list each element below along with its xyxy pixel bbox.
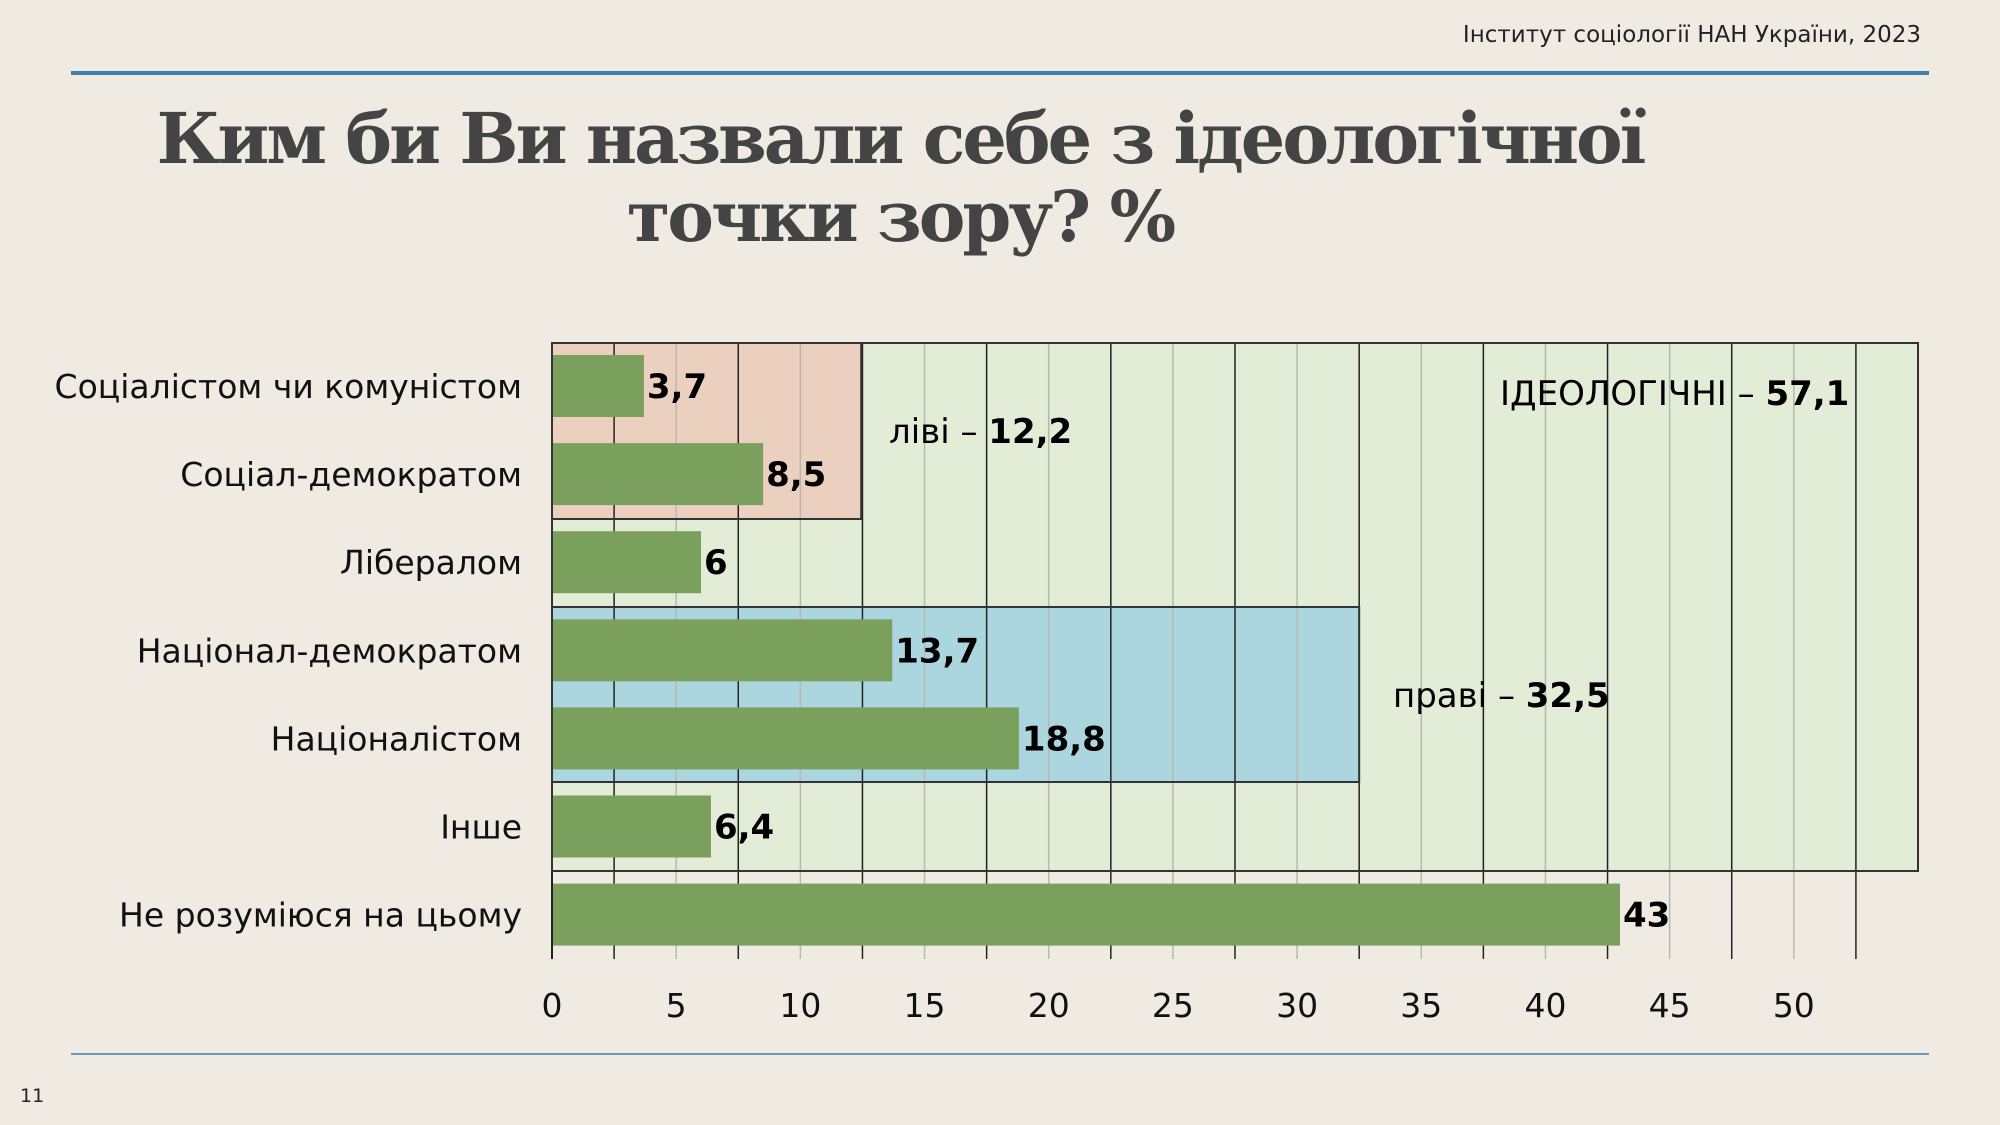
category-label: Націонал-демократом xyxy=(137,631,522,670)
title-line-2: точки зору? % xyxy=(626,175,1176,258)
x-tick-label: 5 xyxy=(666,986,687,1025)
right-annotation-value: 32,5 xyxy=(1526,676,1610,716)
x-tick-label: 30 xyxy=(1276,986,1318,1025)
x-tick-label: 10 xyxy=(779,986,821,1025)
x-tick-label: 25 xyxy=(1152,986,1194,1025)
ideological-annotation: ІДЕОЛОГІЧНІ – 57,1 xyxy=(1500,374,1849,414)
left-annotation: ліві – 12,2 xyxy=(889,412,1072,452)
value-label: 6 xyxy=(704,543,728,583)
bar-3 xyxy=(553,619,893,682)
x-tick-label: 20 xyxy=(1028,986,1070,1025)
bottom-divider xyxy=(71,1053,1929,1055)
x-tick-label: 45 xyxy=(1649,986,1691,1025)
top-divider xyxy=(71,71,1929,75)
x-tick-label: 0 xyxy=(542,986,563,1025)
bar-4 xyxy=(553,707,1019,770)
left-annotation-value: 12,2 xyxy=(988,412,1072,452)
bar-6 xyxy=(553,883,1620,946)
value-label: 6,4 xyxy=(714,808,774,848)
bar-5 xyxy=(553,795,711,858)
category-label: Соціал-демократом xyxy=(180,455,522,494)
value-label: 18,8 xyxy=(1022,719,1106,759)
bar-2 xyxy=(553,531,702,594)
category-label: Не розуміюся на цьому xyxy=(119,896,522,935)
left-annotation-label: ліві – xyxy=(889,412,988,452)
value-label: 8,5 xyxy=(766,455,826,495)
category-label: Соціалістом чи комуністом xyxy=(55,367,522,406)
page-number: 11 xyxy=(20,1085,45,1107)
category-label: Лібералом xyxy=(340,543,522,582)
value-label: 3,7 xyxy=(647,367,707,407)
x-tick-label: 15 xyxy=(904,986,946,1025)
left-group-box-border xyxy=(551,342,863,520)
bar-0 xyxy=(553,355,644,417)
category-label: Націоналістом xyxy=(271,719,522,758)
title-line-1: Ким би Ви назвали себе з ідеологічної xyxy=(156,97,1647,180)
value-label: 13,7 xyxy=(895,631,979,671)
ideological-annotation-value: 57,1 xyxy=(1765,374,1849,414)
page-title: Ким би Ви назвали себе з ідеологічної то… xyxy=(0,100,1800,256)
right-annotation: праві – 32,5 xyxy=(1393,676,1610,716)
right-group-box-border xyxy=(551,606,1361,783)
source-caption: Інститут соціології НАН України, 2023 xyxy=(1462,22,1921,48)
x-tick-label: 40 xyxy=(1524,986,1566,1025)
x-tick-label: 50 xyxy=(1773,986,1815,1025)
x-tick-label: 35 xyxy=(1400,986,1442,1025)
category-label: Інше xyxy=(440,808,522,847)
ideological-annotation-label: ІДЕОЛОГІЧНІ – xyxy=(1500,374,1765,414)
value-label: 43 xyxy=(1623,896,1670,936)
right-annotation-label: праві – xyxy=(1393,676,1526,716)
bar-1 xyxy=(553,443,764,506)
